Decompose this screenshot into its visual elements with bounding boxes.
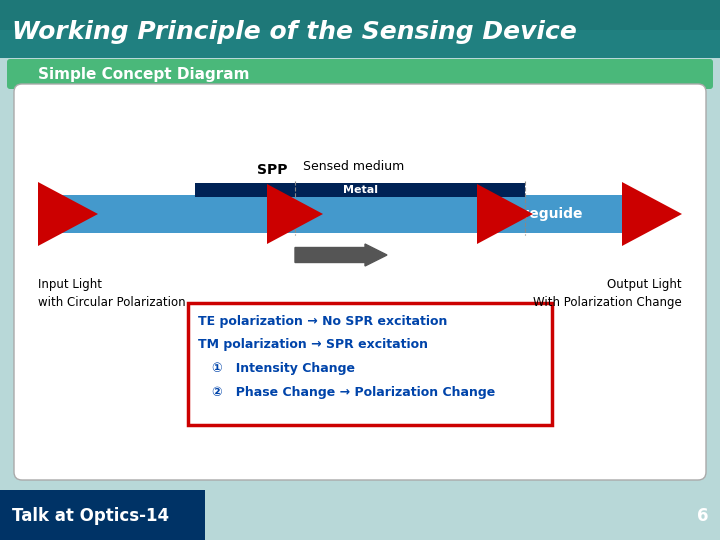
Bar bbox=[195, 183, 525, 197]
Text: Waveguide: Waveguide bbox=[497, 207, 583, 221]
Text: Working Principle of the Sensing Device: Working Principle of the Sensing Device bbox=[12, 20, 577, 44]
Text: Metal: Metal bbox=[343, 185, 377, 195]
FancyBboxPatch shape bbox=[14, 84, 706, 480]
Text: Simple Concept Diagram: Simple Concept Diagram bbox=[38, 68, 250, 83]
FancyBboxPatch shape bbox=[7, 59, 713, 89]
Bar bbox=[38, 195, 630, 233]
Text: ①   Intensity Change: ① Intensity Change bbox=[212, 362, 355, 375]
Bar bbox=[0, 30, 720, 58]
Text: Output Light
With Polarization Change: Output Light With Polarization Change bbox=[534, 278, 682, 309]
Polygon shape bbox=[630, 190, 660, 238]
FancyBboxPatch shape bbox=[188, 303, 552, 425]
Polygon shape bbox=[622, 182, 682, 246]
Text: TM polarization → SPR excitation: TM polarization → SPR excitation bbox=[198, 338, 428, 351]
Bar bbox=[0, 0, 720, 58]
Text: Talk at Optics-14: Talk at Optics-14 bbox=[12, 507, 169, 525]
Text: SPP: SPP bbox=[256, 163, 287, 177]
Polygon shape bbox=[267, 184, 323, 244]
Text: TE polarization → No SPR excitation: TE polarization → No SPR excitation bbox=[198, 315, 447, 328]
Text: 6: 6 bbox=[696, 507, 708, 525]
Text: Sensed medium: Sensed medium bbox=[303, 160, 404, 173]
FancyArrow shape bbox=[295, 244, 387, 266]
Text: ②   Phase Change → Polarization Change: ② Phase Change → Polarization Change bbox=[212, 386, 495, 399]
FancyBboxPatch shape bbox=[0, 490, 205, 540]
Polygon shape bbox=[477, 184, 533, 244]
Polygon shape bbox=[38, 182, 98, 246]
Text: Input Light
with Circular Polarization: Input Light with Circular Polarization bbox=[38, 278, 186, 309]
